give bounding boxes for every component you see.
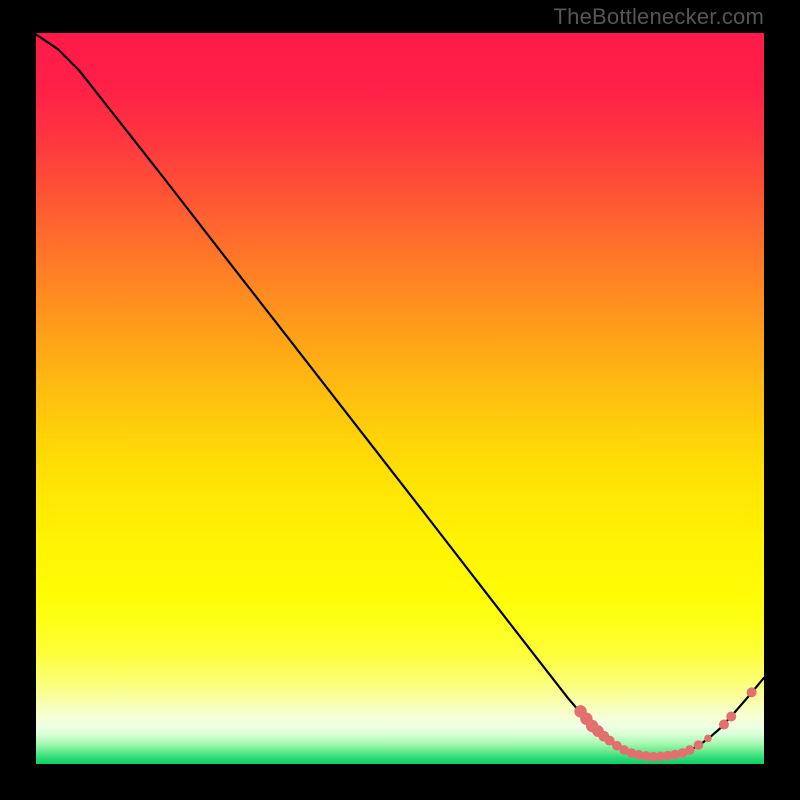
data-point [685,745,695,755]
data-point [719,720,729,730]
data-point [726,711,736,721]
chart-svg [0,0,800,800]
data-point [704,735,712,743]
gradient-background [36,33,764,764]
chart-frame: TheBottlenecker.com [0,0,800,800]
data-point [747,687,757,697]
data-point [694,740,704,750]
